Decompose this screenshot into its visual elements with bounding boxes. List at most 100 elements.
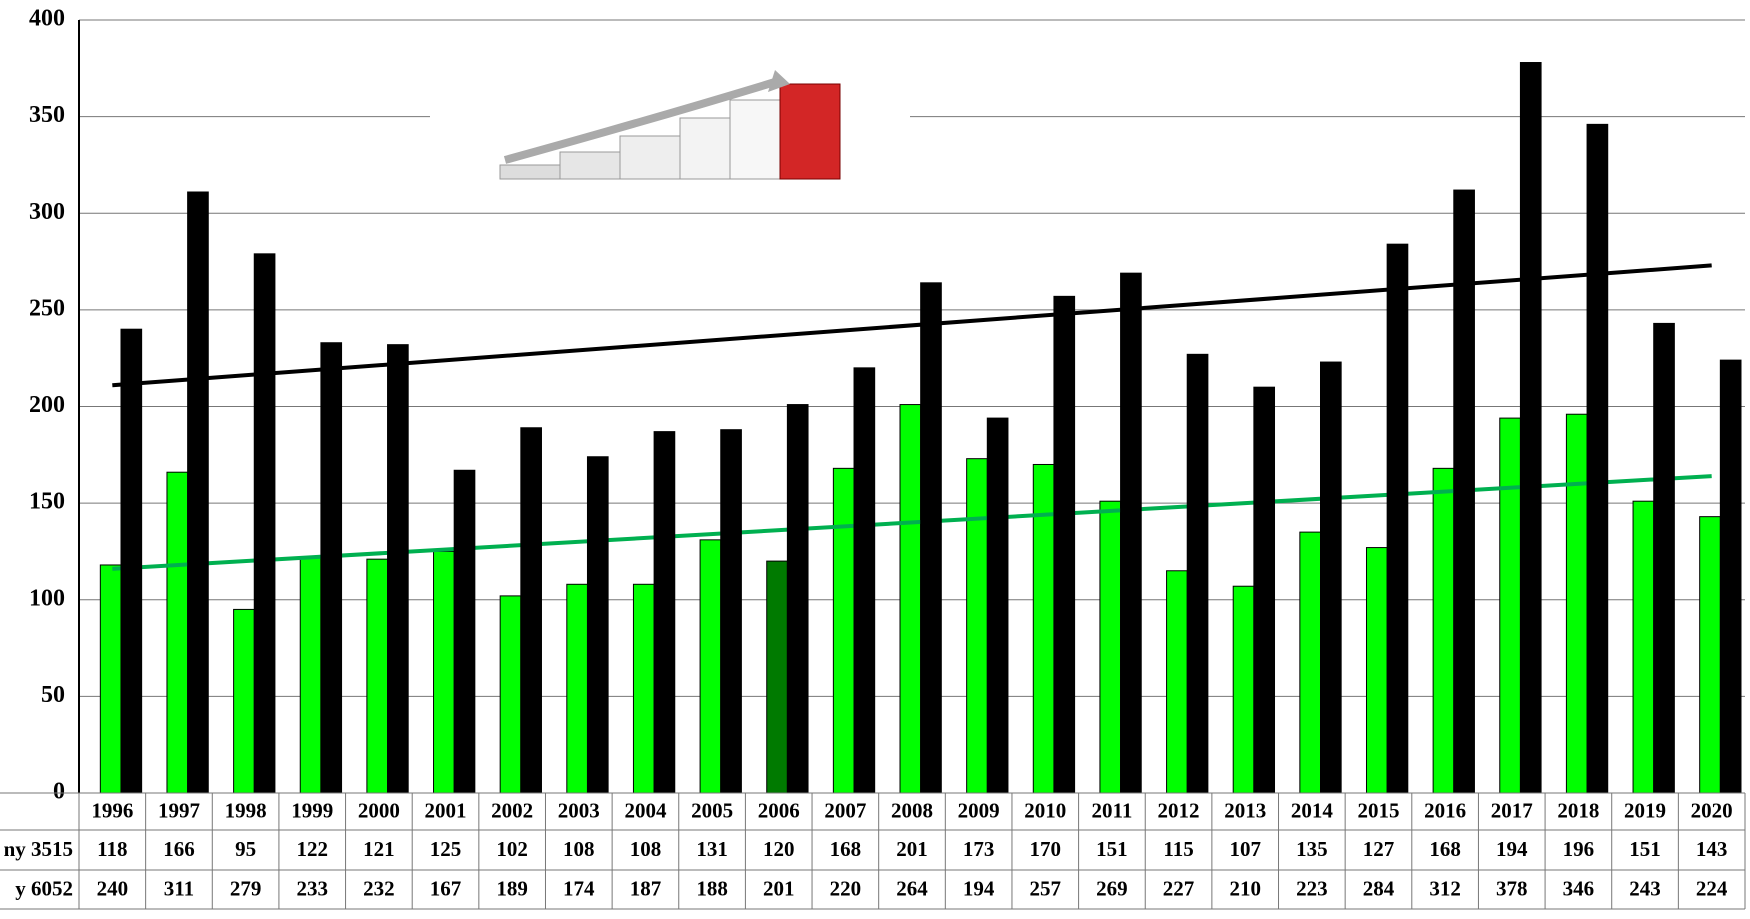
x-tick-label: 1996 [91,798,133,822]
bar [786,404,809,794]
x-tick-label: 2013 [1224,798,1266,822]
bar [832,467,855,794]
table-value: 102 [496,837,528,861]
table-value: 115 [1163,837,1193,861]
bar [520,427,542,794]
table-value: 227 [1163,876,1195,900]
bar [632,583,655,794]
y-tick-label: 100 [29,585,65,611]
legend-label: ny 3515 [4,837,73,861]
bar [120,328,143,794]
bar [1386,243,1409,794]
table-value: 120 [763,837,795,861]
bar [1499,417,1521,794]
table-value: 187 [630,876,662,900]
table-value: 168 [1429,837,1461,861]
x-tick-label: 2012 [1158,798,1200,822]
table-value: 173 [963,837,995,861]
bar [1586,123,1609,794]
bar [320,342,343,794]
bar [433,550,455,794]
x-tick-label: 2009 [958,798,1000,822]
table-value: 279 [230,876,262,900]
bar [187,191,209,794]
x-tick-label: 2006 [758,798,800,822]
x-tick-label: 1997 [158,798,200,822]
table-value: 201 [896,837,928,861]
table-value: 220 [830,876,862,900]
bar [966,458,988,794]
table-value: 223 [1296,876,1328,900]
x-tick-label: 2011 [1091,798,1132,822]
bar [253,253,276,794]
table-value: 143 [1696,837,1728,861]
table-value: 108 [630,837,662,861]
bar [920,282,942,794]
table-value: 118 [97,837,127,861]
bar [720,429,742,794]
bar [1519,62,1542,794]
table-value: 188 [696,876,728,900]
table-value: 243 [1629,876,1661,900]
bar [1186,353,1209,794]
bar [1099,500,1122,794]
data-table [0,792,1746,910]
table-value: 232 [363,876,395,900]
x-tick-label: 2002 [491,798,533,822]
bar [387,344,409,794]
y-tick-label: 50 [41,682,65,708]
table-value: 166 [163,837,195,861]
y-tick-label: 150 [29,489,65,515]
bar [99,564,122,794]
x-tick-label: 2017 [1491,798,1533,822]
x-tick-label: 1998 [225,798,267,822]
y-tick-label: 250 [29,295,65,321]
x-tick-label: 2020 [1691,798,1733,822]
bar [1699,516,1721,794]
x-tick-label: 2016 [1424,798,1466,822]
table-value: 311 [164,876,194,900]
bar [1053,295,1076,794]
table-value: 233 [296,876,328,900]
table-value: 189 [496,876,528,900]
x-tick-label: 2015 [1357,798,1399,822]
table-value: 131 [696,837,728,861]
bar [1299,531,1322,794]
y-tick-label: 350 [29,102,65,128]
table-value: 170 [1030,837,1062,861]
table-value: 378 [1496,876,1528,900]
bar [566,583,588,794]
x-tick-label: 2008 [891,798,933,822]
bar [1320,361,1342,794]
x-tick-label: 2010 [1024,798,1066,822]
x-tick-label: 2019 [1624,798,1666,822]
bar [1253,386,1276,794]
table-value: 240 [97,876,129,900]
bar [1365,547,1388,794]
bar [1632,500,1655,794]
bar [986,417,1009,794]
x-tick-label: 2005 [691,798,733,822]
y-tick-label: 300 [29,199,65,225]
bar [233,608,255,794]
table-value: 194 [963,876,995,900]
bar [1565,413,1588,794]
table-value: 346 [1563,876,1595,900]
bar [766,560,788,794]
table-value: 121 [363,837,395,861]
bar [899,404,922,794]
y-tick-label: 0 [53,779,65,805]
x-tick-label: 2007 [824,798,866,822]
table-value: 174 [563,876,595,900]
bar [699,539,722,794]
bar [853,367,876,794]
x-tick-label: 2014 [1291,798,1334,822]
table-value: 107 [1229,837,1261,861]
table-value: 125 [430,837,462,861]
bar [1453,189,1475,794]
table-value: 135 [1296,837,1328,861]
table-value: 257 [1030,876,1062,900]
bar [653,431,676,794]
table-value: 269 [1096,876,1128,900]
trendline [112,474,1712,571]
